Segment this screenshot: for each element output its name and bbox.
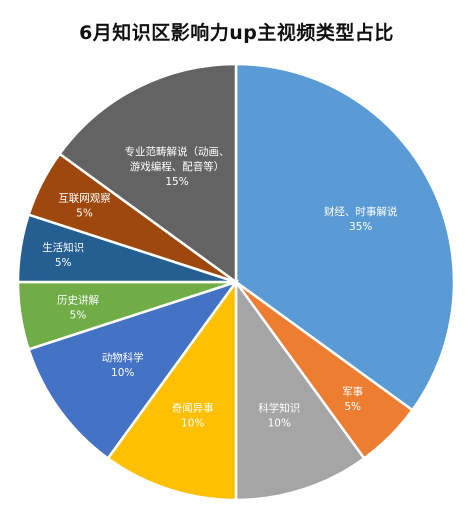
slice-percent: 15% — [165, 176, 188, 188]
slice-category: 生活知识 — [42, 241, 84, 254]
pie-slice-4 — [27, 279, 240, 461]
pie-slice-2 — [234, 278, 366, 502]
slice-percent: 10% — [268, 418, 291, 430]
slice-category: 互联网观察 — [58, 191, 111, 204]
slice-percent: 5% — [70, 310, 87, 322]
slice-category: 军事 — [342, 385, 363, 398]
chart-title: 6月知识区影响力up主视频类型占比 — [79, 22, 394, 44]
slice-percent: 5% — [344, 401, 361, 413]
pie-slice-8 — [57, 62, 238, 285]
slice-percent: 35% — [349, 221, 372, 233]
slice-label-4: 动物科学 10% — [102, 351, 144, 379]
slice-category: 科学知识 — [258, 402, 300, 415]
slice-category: 财经、时事解说 — [324, 205, 398, 218]
pie-slice-0 — [234, 62, 456, 412]
slice-label-3: 奇闻异事 10% — [172, 402, 214, 430]
slice-category: 动物科学 — [102, 351, 144, 364]
pie-slice-3 — [106, 278, 238, 502]
slice-percent: 5% — [76, 207, 93, 219]
slice-category: 奇闻异事 — [172, 402, 214, 415]
slice-label-1: 军事 5% — [342, 385, 363, 413]
slice-percent: 5% — [55, 257, 72, 269]
slice-percent: 10% — [111, 367, 134, 379]
slice-label-8: 专业范畴解说（动画、游戏编程、配音等） 15% — [125, 145, 230, 188]
slice-label-5: 历史讲解 5% — [57, 294, 99, 322]
slice-label-7: 互联网观察 5% — [58, 191, 111, 219]
slice-label-6: 生活知识 5% — [42, 241, 84, 269]
slice-label-2: 科学知识 10% — [258, 402, 300, 430]
slice-label-0: 财经、时事解说 35% — [324, 205, 398, 233]
slice-category: 历史讲解 — [57, 294, 99, 307]
slice-category: 专业范畴解说（动画、 — [125, 145, 230, 158]
slice-percent: 10% — [181, 418, 204, 430]
slice-category: 游戏编程、配音等） — [130, 160, 225, 173]
